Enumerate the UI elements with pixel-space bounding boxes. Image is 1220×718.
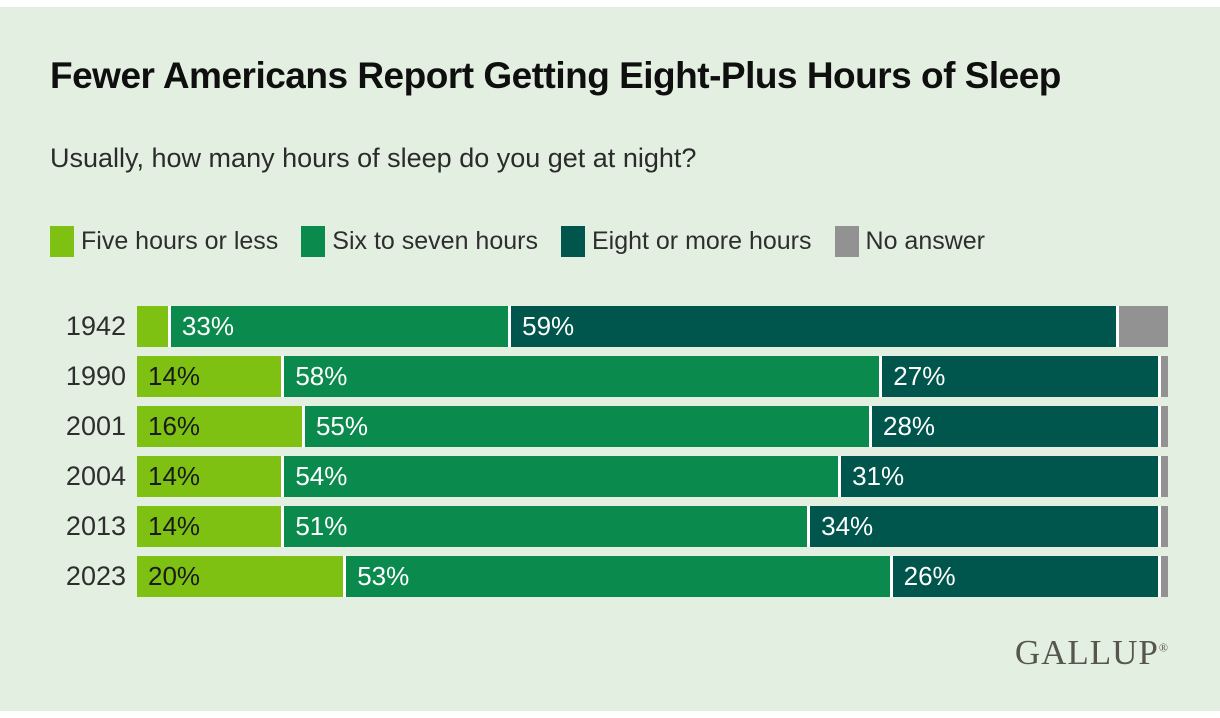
- year-label: 2004: [65, 460, 126, 491]
- bar-track: 20% 53% 26%: [137, 555, 1168, 597]
- bar-segment-eight-or-more-hours: 31%: [838, 455, 1158, 497]
- bar-segment-no-answer: [1157, 355, 1168, 397]
- bar-chart: 1942 33% 59% 1990 14% 58% 27% 2001 16% 55% 28% 2004…: [50, 305, 1168, 597]
- chart-legend: Five hours or less Six to seven hours Eigh…: [50, 225, 1168, 257]
- legend-item-six-to-seven-hours: Six to seven hours: [301, 225, 538, 257]
- bar-segment-no-answer: [1157, 455, 1168, 497]
- legend-swatch-icon: [834, 225, 859, 257]
- legend-swatch-icon: [50, 225, 74, 257]
- chart-row-2023: 2023 20% 53% 26%: [50, 555, 1168, 597]
- legend-label: Six to seven hours: [332, 226, 538, 255]
- legend-item-no-answer: No answer: [834, 225, 986, 257]
- registered-trademark-icon: ®: [1158, 640, 1168, 655]
- year-label: 2013: [65, 510, 126, 541]
- bar-segment-five-hours-or-less: 16%: [137, 405, 302, 447]
- bar-segment-eight-or-more-hours: 28%: [869, 405, 1158, 447]
- legend-label: No answer: [865, 226, 986, 255]
- page-content: Fewer Americans Report Getting Eight-Plu…: [0, 55, 1220, 673]
- gallup-logo-text: GALLUP: [1014, 632, 1159, 672]
- bar-segment-five-hours-or-less: 14%: [137, 455, 282, 497]
- legend-label: Five hours or less: [81, 226, 279, 255]
- bar-segment-eight-or-more-hours: 34%: [807, 505, 1158, 547]
- chart-row-2013: 2013 14% 51% 34%: [50, 505, 1168, 547]
- bar-track: 14% 58% 27%: [137, 355, 1168, 397]
- bar-track: 33% 59%: [137, 305, 1168, 347]
- page-canvas: Fewer Americans Report Getting Eight-Plu…: [0, 7, 1220, 711]
- chart-subtitle: Usually, how many hours of sleep do you …: [50, 142, 697, 173]
- bar-track: 14% 51% 34%: [137, 505, 1168, 547]
- bar-segment-six-to-seven-hours: 58%: [281, 355, 880, 397]
- bar-segment-eight-or-more-hours: 59%: [508, 305, 1117, 347]
- bar-segment-six-to-seven-hours: 53%: [343, 555, 890, 597]
- year-label: 2001: [65, 410, 126, 441]
- legend-item-five-hours-or-less: Five hours or less: [50, 225, 279, 257]
- gallup-logo: GALLUP®: [1015, 633, 1168, 672]
- legend-swatch-icon: [301, 225, 326, 257]
- bar-segment-six-to-seven-hours: 54%: [281, 455, 839, 497]
- bar-segment-six-to-seven-hours: 55%: [301, 405, 869, 447]
- branding-area: GALLUP®: [50, 633, 1168, 673]
- bar-segment-five-hours-or-less: 20%: [137, 555, 344, 597]
- bar-segment-five-hours-or-less: 14%: [137, 355, 282, 397]
- bar-segment-no-answer: [1157, 555, 1168, 597]
- bar-segment-eight-or-more-hours: 27%: [879, 355, 1158, 397]
- bar-segment-five-hours-or-less: [137, 305, 168, 347]
- legend-swatch-icon: [560, 225, 585, 257]
- chart-row-2004: 2004 14% 54% 31%: [50, 455, 1168, 497]
- legend-item-eight-or-more-hours: Eight or more hours: [560, 225, 812, 257]
- chart-row-1990: 1990 14% 58% 27%: [50, 355, 1168, 397]
- bar-segment-no-answer: [1157, 505, 1168, 547]
- year-label: 2023: [65, 560, 126, 591]
- bar-segment-six-to-seven-hours: 51%: [281, 505, 808, 547]
- legend-label: Eight or more hours: [591, 226, 812, 255]
- bar-track: 14% 54% 31%: [137, 455, 1168, 497]
- bar-segment-six-to-seven-hours: 33%: [167, 305, 509, 347]
- year-label: 1942: [65, 310, 126, 341]
- bar-segment-eight-or-more-hours: 26%: [889, 555, 1158, 597]
- bar-segment-five-hours-or-less: 14%: [137, 505, 282, 547]
- chart-row-1942: 1942 33% 59%: [50, 305, 1168, 347]
- year-label: 1990: [65, 360, 126, 391]
- chart-title: Fewer Americans Report Getting Eight-Plu…: [50, 55, 1061, 96]
- bar-segment-no-answer: [1157, 405, 1168, 447]
- chart-row-2001: 2001 16% 55% 28%: [50, 405, 1168, 447]
- bar-track: 16% 55% 28%: [137, 405, 1168, 447]
- bar-segment-no-answer: [1116, 305, 1168, 347]
